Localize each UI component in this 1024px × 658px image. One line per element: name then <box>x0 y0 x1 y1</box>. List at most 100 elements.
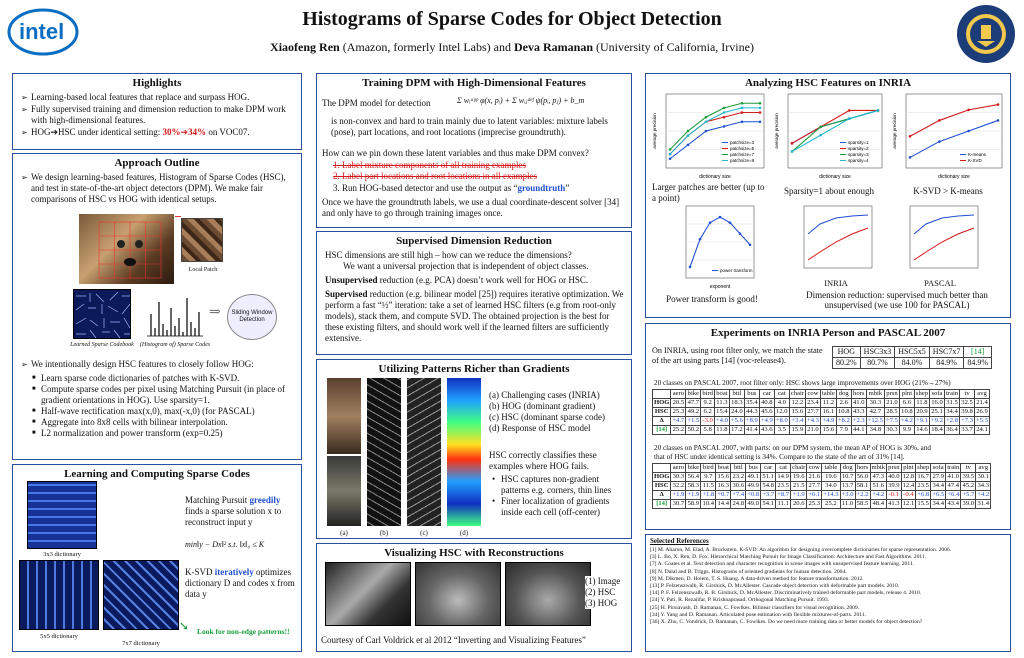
table-cell: 41.0 <box>850 398 867 408</box>
table-cell: 11.2 <box>819 398 837 408</box>
table-cell: 54.8 <box>760 481 777 491</box>
uc-seal <box>955 3 1017 65</box>
table-cell: 30.3 <box>670 472 687 482</box>
data-point <box>688 265 692 269</box>
table-cell: +3.4 <box>788 416 806 426</box>
dictionary-3x3-label: 3x3 dictionary <box>43 551 81 558</box>
dictionary-3x3 <box>27 481 97 549</box>
caption-ksvd: K-SVD > K-means <box>913 186 983 196</box>
training-p1: The DPM model for detection <box>322 98 431 108</box>
table-cell: [14] <box>651 425 672 435</box>
table-row: HSC 25.3 49.2 6.2 15.4 24.0 44.3 45.6 12.0 15.6 27… <box>651 407 991 417</box>
table-cell: 44.1 <box>850 425 867 435</box>
data-point <box>740 106 744 110</box>
table-cell: 56.4 <box>685 472 702 482</box>
data-point <box>686 134 690 137</box>
table-cell: 41.0 <box>945 472 962 482</box>
sliding-window-label: Sliding Window Detection <box>231 310 273 323</box>
table-cell: +6.5 <box>930 490 947 500</box>
table-cell: 16.1 <box>819 407 837 417</box>
table-header-cell: table <box>819 389 837 399</box>
table-header-cell: tv <box>959 389 976 399</box>
reference-item: [24] Y. Pati, R. Rezaiifar, P. Krishnapr… <box>650 597 830 604</box>
dictionary-5x5 <box>19 560 99 630</box>
data-point <box>748 243 752 247</box>
inria-head-cell: HSC5x5 <box>894 346 930 358</box>
table-cell: 26.9 <box>974 407 991 417</box>
table-cell: 11.0 <box>839 499 856 509</box>
table-cell: Δ <box>651 416 672 426</box>
table-cell: HSC <box>651 407 672 417</box>
visualizing-panel: Visualizing HSC with Reconstructions (1)… <box>316 543 632 652</box>
table-header-cell: plnt <box>900 463 917 473</box>
table-header-cell: hors <box>850 389 867 399</box>
label-pascal: PASCAL <box>924 278 956 288</box>
table-cell: 32.2 <box>670 481 687 491</box>
table-cell: +4.9 <box>758 416 775 426</box>
data-point <box>758 106 762 110</box>
table-row: HOG 30.3 56.4 9.7 15.6 23.2 49.1 51.1 14.9 19.6 21… <box>651 472 992 482</box>
approach-bullet: Compute sparse codes per pixel using Mat… <box>29 384 297 406</box>
table-header-cell: mbik <box>869 463 888 473</box>
table-header-cell: bttl <box>730 463 747 473</box>
table-cell: 34.0 <box>821 481 841 491</box>
inria-value-cell: 84.9% <box>928 357 965 369</box>
data-point <box>708 221 712 224</box>
table-header-cell: chair <box>788 389 806 399</box>
data-point <box>722 125 726 128</box>
table-cell: 14.6 <box>913 425 931 435</box>
table-cell: 6.6 <box>898 398 915 408</box>
table-cell: 12.2 <box>788 398 806 408</box>
unsupervised-text: Unsupervised reduction (e.g. PCA) doesn’… <box>325 275 589 285</box>
table-cell: 25.3 <box>806 499 823 509</box>
table-cell: 9.7 <box>700 472 717 482</box>
table-cell: 21.4 <box>974 398 991 408</box>
table-cell: 51.1 <box>760 472 777 482</box>
mp-formula: min‖y − Dx‖² s.t. ‖x‖₀ ≤ K <box>185 540 265 549</box>
table-cell: 16.3 <box>715 481 732 491</box>
look-note: Look for non-edge patterns!! <box>197 627 290 636</box>
table-row: HOG 20.5 47.7 9.2 11.3 18.3 35.4 40.8 4.0 12.2 23.… <box>651 398 991 408</box>
reference-item: [3] L. Bo, X. Ren, D. Fox. Hierarchical … <box>650 554 927 561</box>
data-point <box>758 101 762 105</box>
highlight-item: Fully supervised training and dimension … <box>21 104 293 126</box>
table-cell: 51.6 <box>869 481 888 491</box>
patch-connector <box>175 216 181 217</box>
table-cell: 11.3 <box>713 398 730 408</box>
table-header-cell: prsn <box>886 463 902 473</box>
table-cell: 49.2 <box>685 407 702 417</box>
table-cell: 16.0 <box>929 398 945 408</box>
table-cell: 39.9 <box>886 481 902 491</box>
table-cell: 30.1 <box>975 472 992 482</box>
data-point <box>790 150 794 153</box>
patterns-label-c: (c) <box>420 529 428 537</box>
power-transform-chart: power transform exponent <box>685 205 755 290</box>
table-row: Δ +1.9 +1.9 +1.8 +0.7 +7.4 +0.8 +3.7 +8.7 +1.9 +6.… <box>651 490 992 500</box>
series-line <box>807 214 869 235</box>
patterns-item: (d) Response of HSC model <box>489 423 591 433</box>
legend-label: K-means <box>968 152 987 157</box>
table-header-cell: bus <box>745 463 762 473</box>
table-cell: 15.5 <box>915 499 932 509</box>
table-cell: +4.2 <box>975 490 992 500</box>
table-cell: +6.1 <box>806 490 823 500</box>
table-cell: +8.7 <box>775 490 792 500</box>
table-header-cell: sofa <box>930 463 947 473</box>
table-cell: 11.1 <box>775 499 792 509</box>
series-line <box>909 104 999 137</box>
arrow-right-icon: ⇒ <box>209 305 221 320</box>
data-point <box>704 129 708 133</box>
y-axis-label: average precision <box>652 113 657 149</box>
training-step-1: 1. Label mixture components of all train… <box>333 160 526 170</box>
pascal-part-table: aero bike bird boat bttl bus car cat chair cow tab… <box>651 463 992 509</box>
author-line: Xiaofeng Ren (Amazon, formerly Intel Lab… <box>120 40 904 55</box>
codebook-label: Learned Sparse Codebook <box>70 342 134 348</box>
table-cell: 49.1 <box>745 472 762 482</box>
table-cell: 54.1 <box>760 499 777 509</box>
data-point <box>790 142 794 145</box>
table-header-cell: dog <box>839 463 856 473</box>
table-cell: 36.4 <box>943 425 961 435</box>
x-axis-label: exponent <box>710 284 731 290</box>
data-point <box>738 232 742 235</box>
table-cell: 5.8 <box>700 425 715 435</box>
